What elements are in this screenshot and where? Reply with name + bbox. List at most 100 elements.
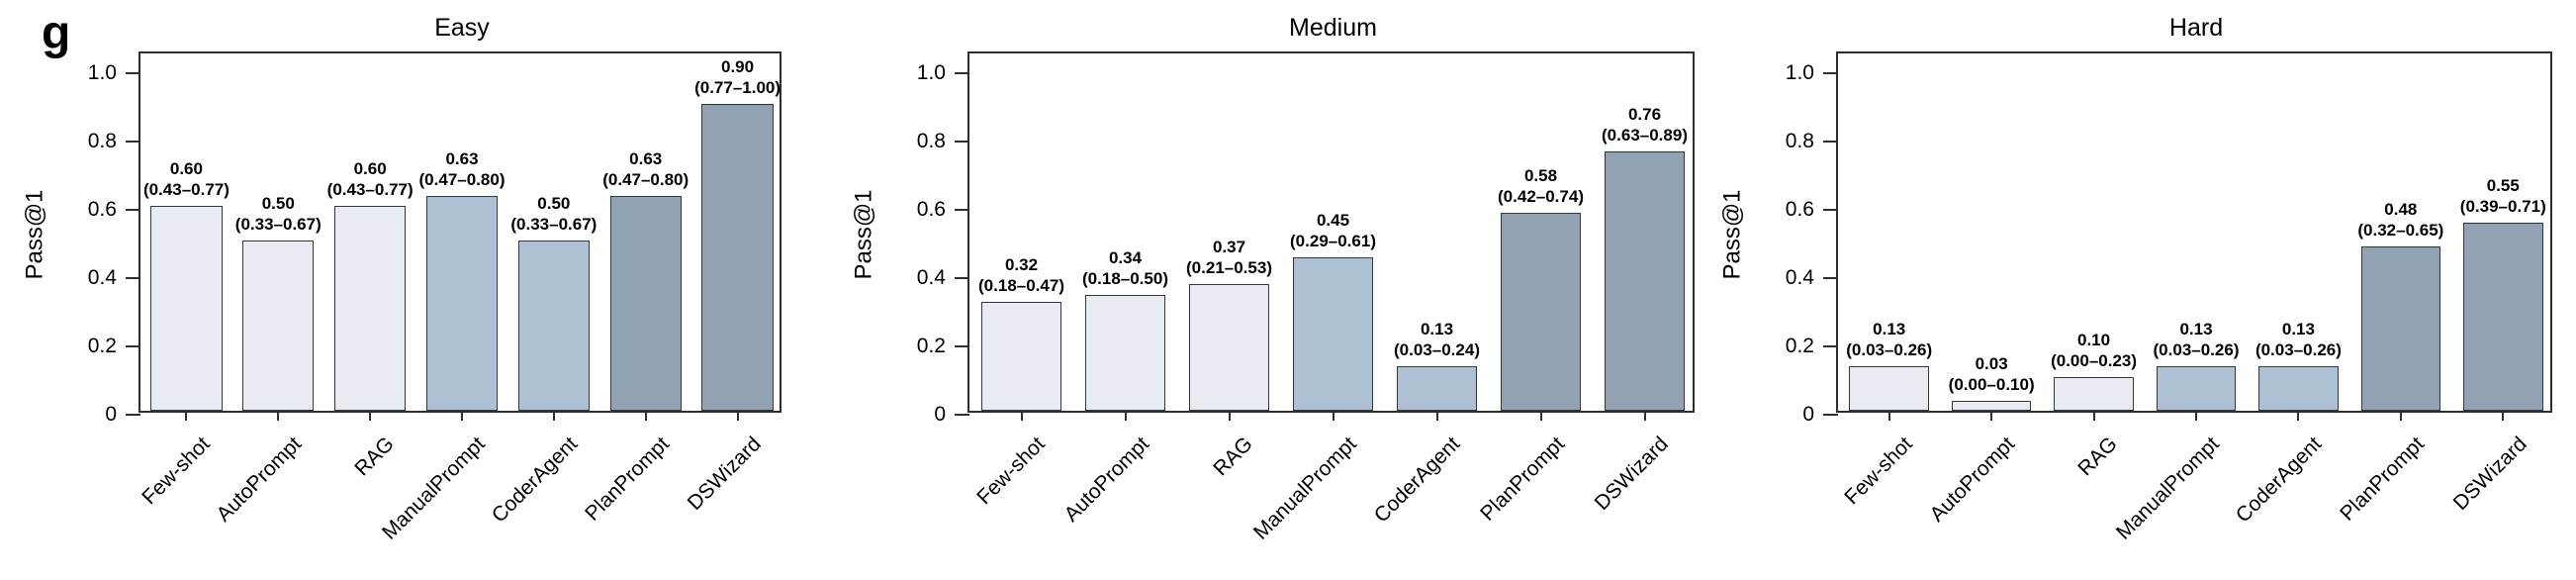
bar-value: 0.63 (629, 148, 663, 168)
bar-value: 0.13 (1873, 320, 1906, 339)
bar-ci: (0.00–0.23) (2051, 350, 2138, 370)
bar-value: 0.48 (2384, 200, 2418, 220)
x-tick-label-rag: RAG (349, 433, 399, 481)
bar-planprompt (609, 195, 682, 411)
bar-value: 0.34 (1108, 247, 1143, 267)
bar-value-label: 0.13 (0.03–0.26) (2154, 319, 2240, 360)
bar-value-label: 0.34 (0.18–0.50) (1082, 247, 1168, 289)
bar-value: 0.50 (261, 193, 295, 213)
bar-ci: (0.47–0.80) (602, 169, 690, 189)
x-tick-label-dswizard: DSWizard (1590, 433, 1673, 516)
bar-manualprompt (2156, 366, 2237, 411)
bar-value: 0.60 (169, 159, 203, 178)
y-axis-tick (1823, 414, 1838, 416)
x-tick-label-autoprompt: AutoPrompt (1059, 433, 1153, 527)
bar-ci: (0.03–0.26) (1846, 340, 1933, 360)
bar-value: 0.13 (2281, 320, 2315, 339)
y-axis-tick (126, 141, 140, 143)
y-tick-label: 0.8 (1785, 130, 1814, 152)
y-axis-tick (955, 414, 969, 416)
bar-coderagent (2258, 366, 2339, 411)
x-tick-label-coderagent: CoderAgent (2232, 433, 2327, 528)
x-tick-label-rag: RAG (2073, 433, 2122, 481)
bar-ci: (0.18–0.50) (1082, 268, 1168, 288)
bar-value-label: 0.50 (0.33–0.67) (510, 193, 597, 235)
y-axis-label-wrap: Pass@1 (1711, 53, 1755, 415)
bar-autoprompt (1084, 294, 1166, 411)
x-axis-tick (1124, 411, 1127, 421)
bar-ci: (0.03–0.26) (2254, 340, 2342, 360)
y-axis-tick (955, 209, 969, 211)
bar-value: 0.32 (1004, 254, 1039, 274)
y-tick-label: 0.2 (1785, 335, 1814, 357)
x-axis-tick (2092, 411, 2095, 421)
y-tick-label: 0 (934, 403, 946, 426)
y-axis-tick (126, 72, 140, 74)
y-tick-label: 0.2 (87, 335, 117, 357)
bar-value-label: 0.13 (0.03–0.26) (2255, 319, 2342, 360)
x-tick-label-dswizard: DSWizard (2448, 433, 2531, 516)
y-tick-label: 0.4 (916, 266, 946, 289)
x-axis-tick (1887, 411, 1890, 421)
x-tick-label-planprompt: PlanPrompt (1475, 433, 1569, 526)
bar-ci: (0.32–0.65) (2357, 221, 2444, 241)
bar-ci: (0.33–0.67) (510, 214, 598, 234)
bar-dswizard (701, 103, 774, 411)
bar-ci: (0.43–0.77) (142, 180, 230, 199)
chart-title: Hard (2168, 14, 2224, 42)
bar-rag (2054, 376, 2134, 411)
x-axis-tick (1332, 411, 1334, 421)
x-tick-label-autoprompt: AutoPrompt (1925, 433, 2020, 527)
x-tick-label-manualprompt: ManualPrompt (2112, 433, 2225, 544)
bar-ci: (0.03–0.26) (2153, 340, 2240, 360)
x-axis-tick (1990, 411, 1993, 421)
x-axis-tick (552, 411, 555, 421)
x-axis-tick (2502, 411, 2505, 421)
x-axis-tick (2195, 411, 2197, 421)
bar-value-label: 0.45 (0.29–0.61) (1290, 210, 1376, 251)
bar-value-label: 0.03 (0.00–0.10) (1949, 353, 2035, 395)
x-axis-tick (1435, 411, 1438, 421)
bar-few-shot (980, 301, 1062, 411)
bar-value: 0.13 (2179, 320, 2213, 339)
x-tick-label-coderagent: CoderAgent (1370, 433, 1465, 528)
chart-title: Easy (434, 14, 490, 42)
y-axis-tick (126, 277, 140, 279)
bar-value-label: 0.13 (0.03–0.24) (1394, 319, 1480, 360)
x-axis-tick (277, 411, 280, 421)
y-axis-tick (1823, 141, 1838, 143)
y-tick-label: 0.2 (916, 335, 946, 357)
bar-ci: (0.43–0.77) (326, 180, 414, 199)
y-tick-label: 0 (1802, 403, 1814, 426)
bar-manualprompt (425, 195, 499, 411)
bar-value-label: 0.13 (0.03–0.26) (1846, 319, 1932, 360)
bar-value: 0.63 (445, 148, 479, 168)
y-axis-tick (126, 209, 140, 211)
y-axis-tick (955, 141, 969, 143)
plot-area-medium: Medium Pass@1 1.0 0.8 0.6 0.4 0.2 0 0.32 (0.18–0.… (851, 14, 1695, 544)
bar-few-shot (1849, 366, 1930, 411)
x-axis-tick (369, 411, 372, 421)
bar-value-label: 0.76 (0.63–0.89) (1602, 104, 1688, 145)
bar-ci: (0.00–0.10) (1948, 374, 2035, 394)
bar-value: 0.03 (1975, 353, 2008, 373)
bar-value: 0.13 (1420, 320, 1454, 339)
bar-value-label: 0.63 (0.47–0.80) (602, 148, 689, 190)
x-tick-label-rag: RAG (1209, 433, 1257, 481)
bar-autoprompt (242, 240, 315, 411)
y-tick-label: 0.6 (1785, 198, 1814, 221)
bar-rag (1188, 284, 1270, 411)
x-tick-label-coderagent: CoderAgent (487, 433, 583, 528)
y-axis-tick (126, 345, 140, 347)
bar-ci: (0.77–1.00) (694, 77, 782, 97)
x-tick-label-dswizard: DSWizard (683, 433, 766, 516)
y-tick-label: 0.4 (1785, 266, 1814, 289)
x-axis-tick (1228, 411, 1231, 421)
bar-ci: (0.63–0.89) (1602, 125, 1688, 145)
y-axis-tick (126, 414, 140, 416)
y-axis-tick (1823, 72, 1838, 74)
bar-value-label: 0.50 (0.33–0.67) (235, 193, 322, 235)
bar-value-label: 0.60 (0.43–0.77) (327, 158, 414, 200)
x-axis-tick (2399, 411, 2402, 421)
